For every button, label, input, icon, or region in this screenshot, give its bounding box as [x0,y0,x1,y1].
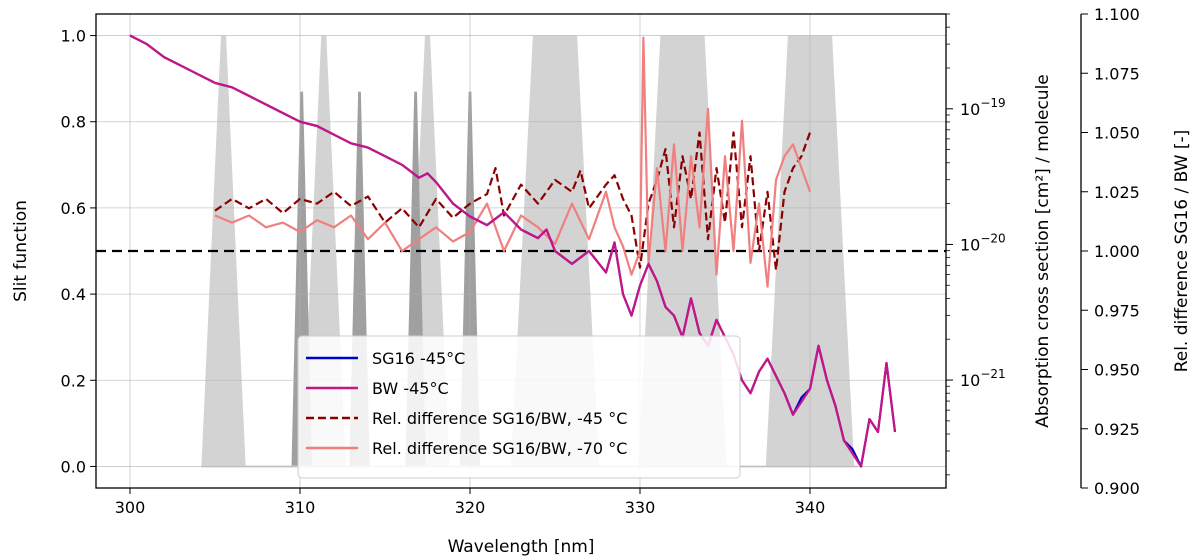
legend-label-1: BW -45°C [372,379,449,398]
y-right-tick-label-5: 1.025 [1094,183,1140,202]
y-right-tick-label-4: 1.000 [1094,242,1140,261]
y-left-tick-label-3: 0.6 [61,199,86,218]
series-line-3 [214,36,812,288]
x-tick-label-2: 320 [455,498,486,517]
y-axis-right: 0.900 0.925 0.950 0.975 1.000 1.025 1.050 1.075… [1080,5,1140,498]
series-lines [129,34,897,468]
y-right-tick-label-1: 0.925 [1094,420,1140,439]
x-tick-label-1: 310 [285,498,316,517]
legend-label-0: SG16 -45°C [372,349,465,368]
y-left-tick-label-1: 0.2 [61,371,86,390]
y-axis-right-label: Rel. difference SG16 / BW [-] [1172,130,1192,373]
legend: SG16 -45°C BW -45°C Rel. difference SG16/B… [297,335,741,479]
slit-function-0 [201,35,246,467]
y-axis-mid-label: Absorption cross section [cm²] / molecul… [1033,74,1053,428]
x-tick-label-0: 300 [115,498,146,517]
y-axis-left: 0.0 0.2 0.4 0.6 0.8 1.0 [61,27,96,476]
x-tick-label-3: 330 [625,498,656,517]
y-mid-tick-label-2: 10−21 [960,367,1006,390]
x-tick-label-4: 340 [795,498,826,517]
legend-label-3: Rel. difference SG16/BW, -70 °C [372,439,627,458]
y-mid-tick-label-0: 10−19 [960,96,1006,119]
x-axis-label: Wavelength [nm] [448,537,595,557]
y-right-tick-label-3: 0.975 [1094,301,1140,320]
y-right-tick-label-2: 0.950 [1094,361,1140,380]
y-right-tick-label-0: 0.900 [1094,479,1140,498]
y-right-tick-label-7: 1.075 [1094,64,1140,83]
y-left-tick-label-4: 0.8 [61,113,86,132]
y-axis-left-label: Slit function [11,200,31,302]
y-right-tick-label-6: 1.050 [1094,124,1140,143]
legend-box [297,335,741,479]
y-left-tick-label-0: 0.0 [61,457,86,476]
legend-label-2: Rel. difference SG16/BW, -45 °C [372,409,627,428]
y-left-tick-label-5: 1.0 [61,27,86,46]
series-line-2 [214,131,812,272]
y-right-tick-label-8: 1.100 [1094,5,1140,24]
x-axis: 300 310 320 330 340 [115,488,826,517]
y-mid-tick-label-1: 10−20 [960,231,1006,254]
y-axis-mid: 10−19 10−20 10−21 [946,13,1006,476]
y-left-tick-label-2: 0.4 [61,285,86,304]
series-line-1 [129,34,897,468]
